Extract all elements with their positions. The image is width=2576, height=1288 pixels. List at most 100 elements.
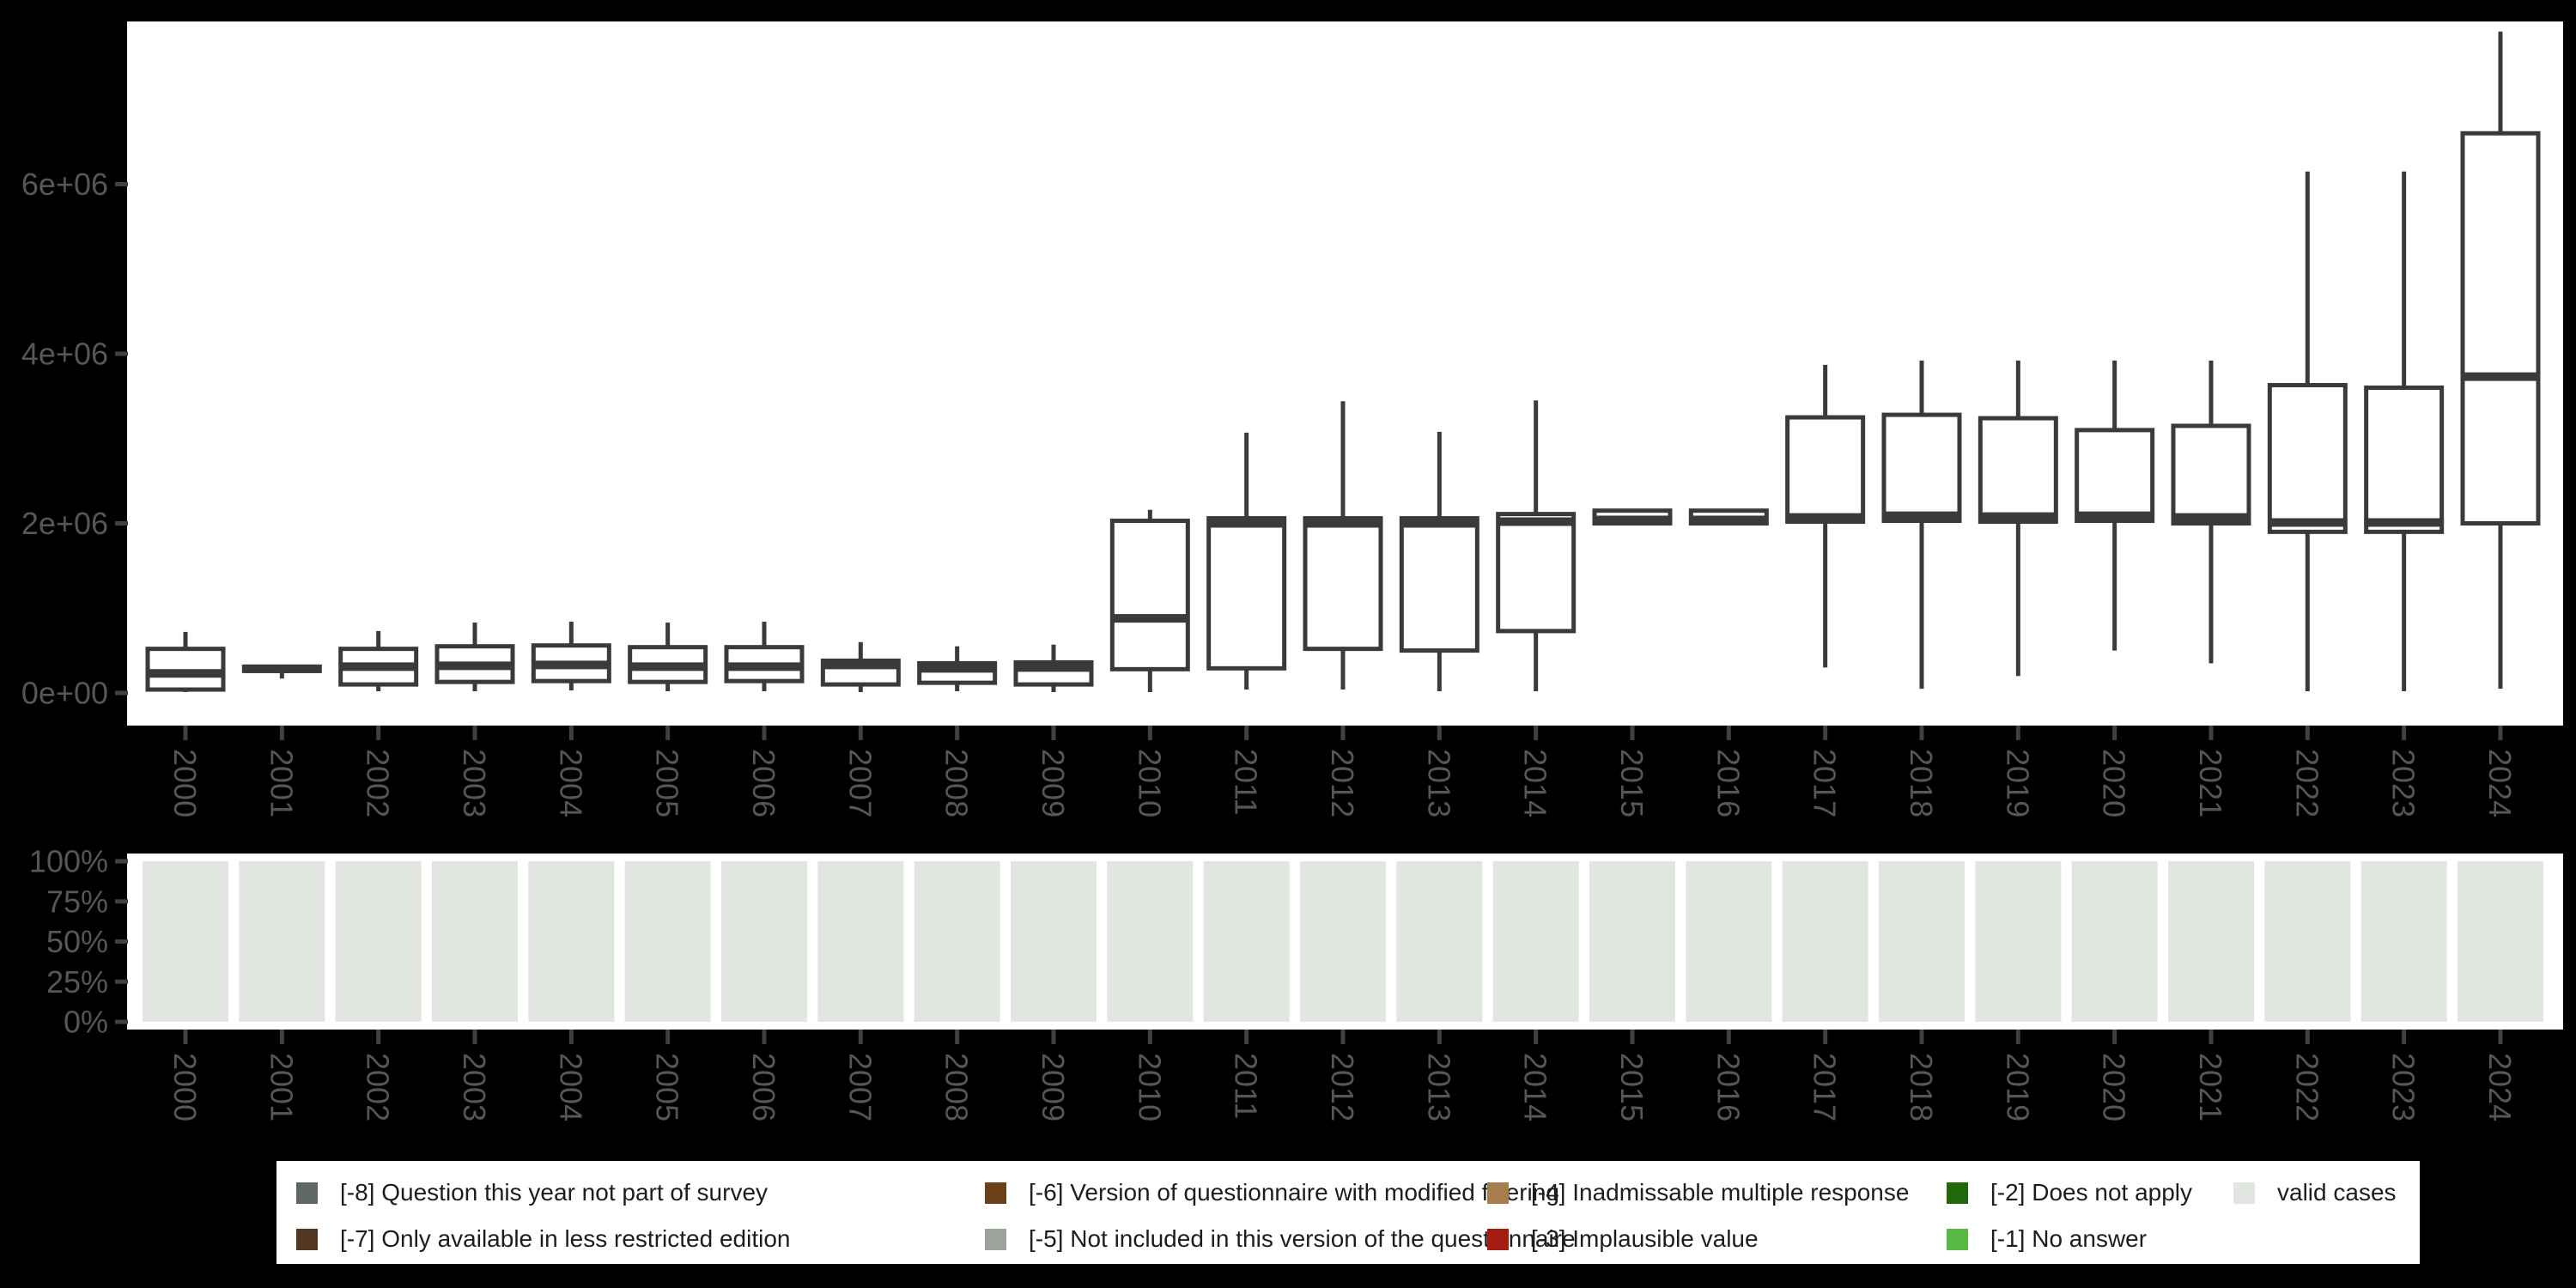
x-tick-label-year: 2017 (1807, 749, 1843, 817)
legend-swatch-neg2 (1947, 1182, 1968, 1204)
x-tick-label-year: 2012 (1325, 749, 1360, 817)
iqr-box (2460, 131, 2541, 526)
x-tick-label-year: 2014 (1518, 1053, 1553, 1121)
x-tick-label-year: 2006 (746, 1053, 781, 1121)
legend-label-neg8: [-8] Question this year not part of surv… (340, 1179, 769, 1206)
percent-tick-label: 25% (46, 964, 108, 999)
boxplot-2004 (531, 622, 611, 691)
y-tick-label: 2e+06 (21, 506, 108, 541)
iqr-box (1303, 516, 1383, 652)
x-tick-label-year: 2007 (842, 749, 878, 817)
legend-item-neg8: [-8] Question this year not part of surv… (296, 1180, 768, 1206)
percent-tick-label: 100% (29, 844, 108, 879)
boxplot-2018 (1881, 360, 1962, 690)
legend-label-valid: valid cases (2277, 1179, 2397, 1206)
boxplot-2005 (628, 623, 708, 692)
valid-bar-2022 (2264, 861, 2351, 1023)
legend-item-neg5: [-5] Not included in this version of the… (985, 1226, 1576, 1252)
y-tick-label: 6e+06 (21, 167, 108, 202)
x-tick-label-year: 2023 (2386, 749, 2421, 817)
x-tick-label-year: 2019 (2000, 749, 2035, 817)
valid-bar-2024 (2457, 861, 2543, 1023)
legend-swatch-neg3 (1487, 1228, 1509, 1250)
valid-bar-2000 (143, 861, 228, 1023)
percent-tick-label: 0% (64, 1005, 108, 1040)
y-tick-label: 4e+06 (21, 337, 108, 372)
x-tick-label-year: 2020 (2097, 749, 2132, 817)
legend-swatch-neg8 (296, 1182, 318, 1204)
x-tick-label-year: 2007 (842, 1053, 878, 1121)
valid-bar-2007 (817, 861, 904, 1023)
missing-values-legend: [-8] Question this year not part of surv… (276, 1161, 2420, 1264)
x-tick-label-year: 2010 (1132, 1053, 1167, 1121)
boxplot-2010 (1109, 509, 1190, 693)
percent-tick-label: 75% (46, 884, 108, 919)
iqr-box (2267, 383, 2348, 534)
valid-bar-2017 (1782, 861, 1868, 1023)
x-tick-label-year: 2022 (2289, 1053, 2324, 1121)
x-tick-label-year: 2008 (939, 749, 975, 817)
legend-item-neg4: [-4] Inadmissable multiple response (1487, 1180, 1909, 1206)
valid-bar-2023 (2360, 861, 2447, 1023)
boxplot-2024 (2460, 31, 2541, 690)
legend-label-neg4: [-4] Inadmissable multiple response (1531, 1179, 1910, 1206)
y-tick-label: 0e+00 (21, 676, 108, 711)
valid-bar-2010 (1107, 861, 1194, 1023)
valid-bar-2019 (1975, 861, 2062, 1023)
valid-bar-2006 (720, 861, 807, 1023)
x-tick-label-year: 2021 (2193, 1053, 2228, 1121)
valid-bar-2002 (335, 861, 422, 1023)
x-tick-label-year: 2015 (1614, 749, 1649, 817)
iqr-box (1206, 516, 1287, 671)
legend-swatch-neg4 (1487, 1182, 1509, 1204)
boxplot-2021 (2171, 360, 2251, 664)
boxplot-2007 (820, 641, 901, 693)
x-tick-label-year: 2001 (264, 1053, 299, 1121)
iqr-box (2075, 428, 2155, 524)
x-tick-label-year: 2016 (1710, 1053, 1746, 1121)
boxplot-2015 (1592, 508, 1673, 526)
legend-item-neg7: [-7] Only available in less restricted e… (296, 1226, 790, 1252)
valid-bar-2021 (2167, 861, 2254, 1023)
percent-tick-label: 50% (46, 924, 108, 959)
boxplot-2001 (241, 664, 322, 679)
x-tick-label-year: 2019 (2000, 1053, 2035, 1121)
x-tick-label-year: 2018 (1904, 1053, 1939, 1121)
x-tick-label-year: 2017 (1807, 1053, 1843, 1121)
boxplot-2013 (1399, 431, 1479, 692)
x-tick-label-year: 2002 (361, 749, 396, 817)
legend-swatch-neg5 (985, 1228, 1006, 1250)
iqr-box (1109, 519, 1190, 671)
legend-swatch-neg7 (296, 1228, 318, 1250)
valid-bar-2018 (1878, 861, 1965, 1023)
legend-item-neg6: [-6] Version of questionnaire with modif… (985, 1180, 1559, 1206)
x-tick-label-year: 2003 (457, 1053, 492, 1121)
x-tick-label-year: 2000 (167, 1053, 203, 1121)
x-tick-label-year: 2008 (939, 1053, 975, 1121)
valid-bar-2001 (239, 861, 325, 1023)
legend-swatch-neg6 (985, 1182, 1006, 1204)
boxplot-2002 (338, 630, 419, 692)
boxplot-2022 (2267, 171, 2348, 692)
legend-swatch-neg1 (1947, 1228, 1968, 1250)
legend-label-neg3: [-3] Implausible value (1531, 1225, 1759, 1252)
iqr-box (1785, 415, 1866, 525)
valid-bar-2016 (1686, 861, 1772, 1023)
x-tick-label-year: 2024 (2482, 1053, 2518, 1121)
valid-bar-2020 (2071, 861, 2158, 1023)
boxplot-chart: 0e+00 2e+06 4e+06 6e+06 2000 2001 2002 2003 2004… (21, 21, 2563, 817)
x-tick-label-year: 2013 (1421, 1053, 1456, 1121)
x-tick-label-year: 2005 (650, 749, 685, 817)
legend-item-valid: valid cases (2233, 1180, 2397, 1206)
valid-bar-2012 (1299, 861, 1386, 1023)
x-tick-label-year: 2018 (1904, 749, 1939, 817)
x-tick-label-year: 2023 (2386, 1053, 2421, 1121)
valid-bar-2008 (914, 861, 1000, 1023)
boxplot-2023 (2364, 171, 2445, 692)
x-tick-label-year: 2016 (1710, 749, 1746, 817)
valid-bar-2003 (431, 861, 518, 1023)
legend-label-neg5: [-5] Not included in this version of the… (1029, 1225, 1576, 1252)
legend-label-neg1: [-1] No answer (1990, 1225, 2148, 1252)
x-tick-label-year: 2012 (1325, 1053, 1360, 1121)
x-tick-label-year: 2013 (1421, 749, 1456, 817)
